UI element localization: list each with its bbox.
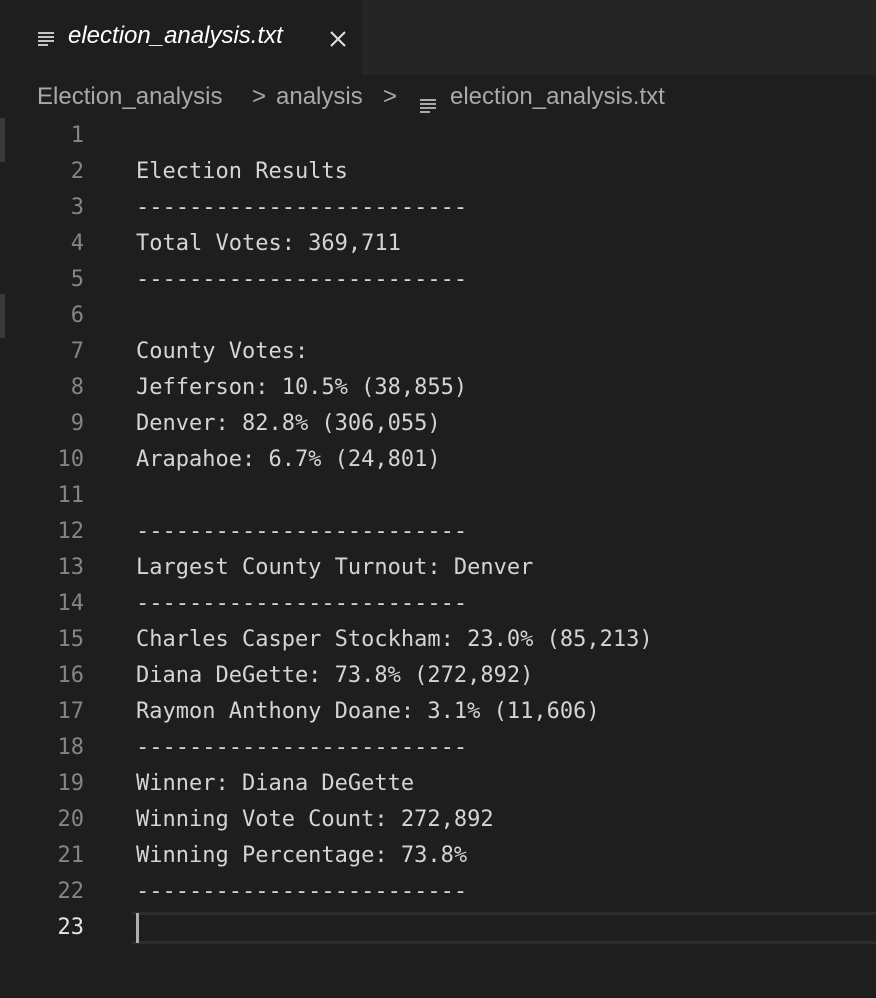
breadcrumb-item-folder[interactable]: Election_analysis	[37, 83, 223, 110]
gutter-marker	[0, 294, 5, 338]
line-number: 8	[70, 375, 84, 400]
line-number: 18	[57, 735, 85, 760]
line-text: County Votes:	[136, 339, 309, 364]
tab-bar: election_analysis.txt	[0, 0, 876, 75]
code-line[interactable]: 12 -------------------------	[0, 514, 876, 550]
code-line[interactable]: 8 Jefferson: 10.5% (38,855)	[0, 370, 876, 406]
editor-text-area[interactable]: 1 2 Election Results 3 ---------------------…	[0, 118, 876, 998]
line-number: 5	[70, 267, 84, 292]
code-line[interactable]: 13 Largest County Turnout: Denver	[0, 550, 876, 586]
code-line[interactable]: 6	[0, 298, 876, 334]
line-number: 16	[57, 663, 85, 688]
line-number: 3	[70, 195, 84, 220]
code-line[interactable]: 18 -------------------------	[0, 730, 876, 766]
code-line[interactable]: 20 Winning Vote Count: 272,892	[0, 802, 876, 838]
line-text: Election Results	[136, 159, 348, 184]
line-text: -------------------------	[136, 195, 468, 220]
code-line[interactable]: 9 Denver: 82.8% (306,055)	[0, 406, 876, 442]
line-number: 12	[57, 519, 85, 544]
line-number: 22	[57, 879, 85, 904]
line-number: 10	[57, 447, 85, 472]
code-line[interactable]: 7 County Votes:	[0, 334, 876, 370]
current-line-highlight	[132, 912, 876, 944]
code-line[interactable]: 5 -------------------------	[0, 262, 876, 298]
lines-file-icon	[38, 32, 56, 51]
line-text: Charles Casper Stockham: 23.0% (85,213)	[136, 627, 653, 652]
line-text: Winning Vote Count: 272,892	[136, 807, 494, 832]
code-line[interactable]: 17 Raymon Anthony Doane: 3.1% (11,606)	[0, 694, 876, 730]
line-text: -------------------------	[136, 591, 468, 616]
line-number: 4	[70, 231, 84, 256]
line-number: 21	[57, 843, 85, 868]
line-number: 6	[70, 303, 84, 328]
code-line[interactable]: 23	[0, 910, 876, 946]
code-line[interactable]: 2 Election Results	[0, 154, 876, 190]
line-text: -------------------------	[136, 267, 468, 292]
line-text: Denver: 82.8% (306,055)	[136, 411, 441, 436]
line-text: -------------------------	[136, 735, 468, 760]
code-line[interactable]: 19 Winner: Diana DeGette	[0, 766, 876, 802]
line-text: Winning Percentage: 73.8%	[136, 843, 468, 868]
code-line[interactable]: 11	[0, 478, 876, 514]
code-line[interactable]: 21 Winning Percentage: 73.8%	[0, 838, 876, 874]
line-number: 20	[57, 807, 85, 832]
line-number: 14	[57, 591, 85, 616]
code-line[interactable]: 16 Diana DeGette: 73.8% (272,892)	[0, 658, 876, 694]
gutter-marker	[0, 118, 5, 162]
breadcrumb-separator: >	[252, 83, 267, 110]
line-number: 13	[57, 555, 85, 580]
line-text: Raymon Anthony Doane: 3.1% (11,606)	[136, 699, 600, 724]
tab-title: election_analysis.txt	[68, 22, 283, 49]
line-number: 15	[57, 627, 85, 652]
code-line[interactable]: 22 -------------------------	[0, 874, 876, 910]
line-number: 19	[57, 771, 85, 796]
code-line[interactable]: 15 Charles Casper Stockham: 23.0% (85,213…	[0, 622, 876, 658]
line-text: -------------------------	[136, 879, 468, 904]
code-line[interactable]: 14 -------------------------	[0, 586, 876, 622]
line-text: -------------------------	[136, 519, 468, 544]
breadcrumb-item-subfolder[interactable]: analysis	[276, 83, 363, 110]
code-line[interactable]: 10 Arapahoe: 6.7% (24,801)	[0, 442, 876, 478]
close-icon[interactable]	[328, 29, 348, 49]
line-number: 23	[57, 915, 85, 940]
line-text: Largest County Turnout: Denver	[136, 555, 534, 580]
breadcrumb: Election_analysis > analysis > election_…	[0, 75, 876, 120]
line-number: 7	[70, 339, 84, 364]
lines-file-icon	[420, 92, 438, 120]
line-text: Diana DeGette: 73.8% (272,892)	[136, 663, 534, 688]
tab-election-analysis[interactable]: election_analysis.txt	[0, 0, 362, 75]
line-text: Arapahoe: 6.7% (24,801)	[136, 447, 441, 472]
breadcrumb-separator: >	[383, 83, 398, 110]
line-number: 9	[70, 411, 84, 436]
code-line[interactable]: 1	[0, 118, 876, 154]
code-line[interactable]: 3 -------------------------	[0, 190, 876, 226]
line-number: 11	[57, 483, 85, 508]
line-number: 2	[70, 159, 84, 184]
line-text: Total Votes: 369,711	[136, 231, 401, 256]
line-number: 1	[70, 123, 84, 148]
code-line[interactable]: 4 Total Votes: 369,711	[0, 226, 876, 262]
text-cursor	[136, 913, 139, 943]
line-text: Winner: Diana DeGette	[136, 771, 415, 796]
breadcrumb-item-file[interactable]: election_analysis.txt	[450, 83, 665, 110]
line-text: Jefferson: 10.5% (38,855)	[136, 375, 468, 400]
line-number: 17	[57, 699, 85, 724]
